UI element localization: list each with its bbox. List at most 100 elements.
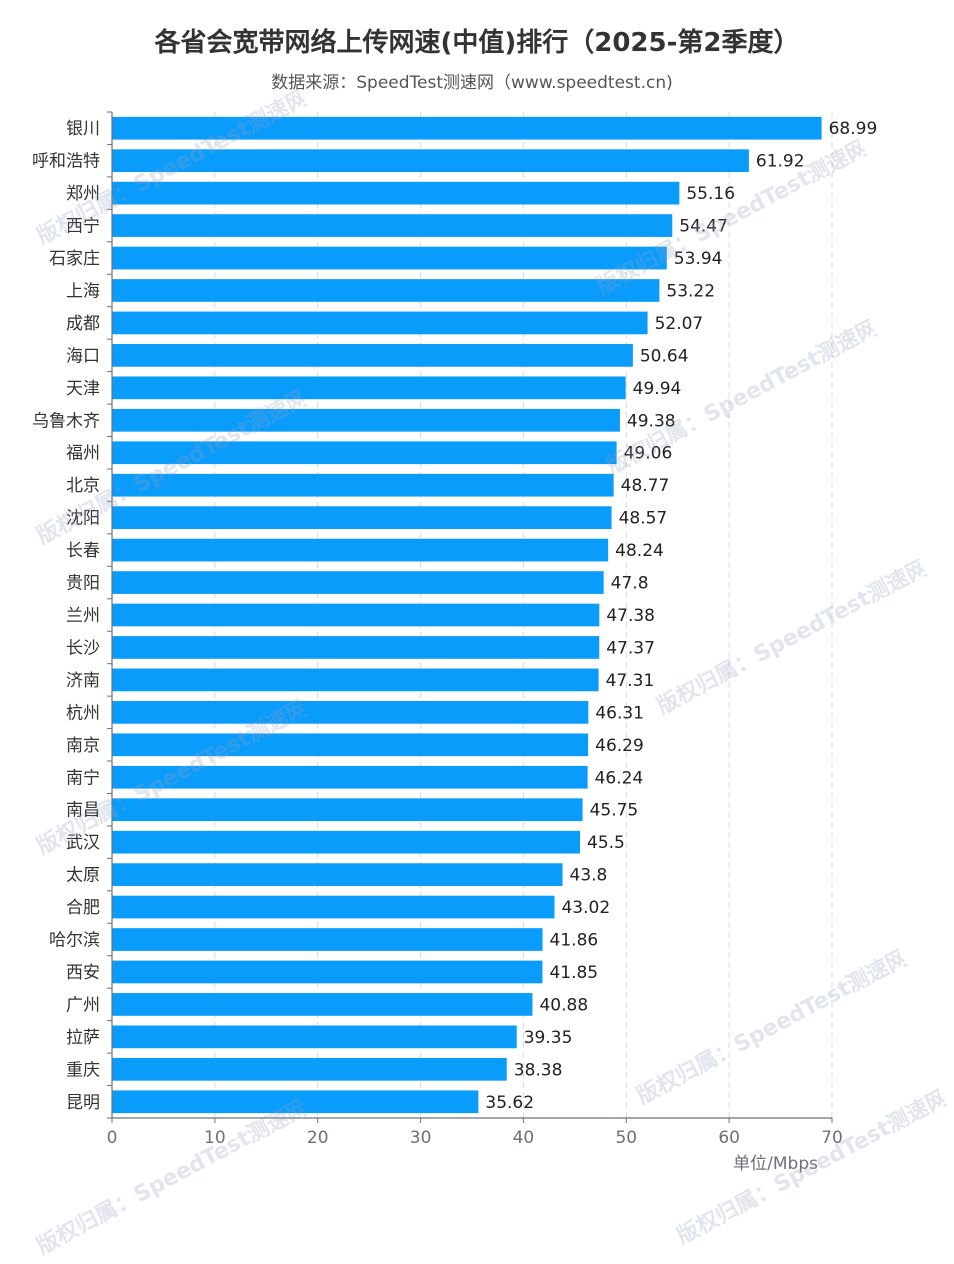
category-label: 长沙 bbox=[66, 638, 100, 658]
category-label: 武汉 bbox=[66, 833, 100, 853]
bar bbox=[112, 376, 626, 400]
value-label: 47.31 bbox=[606, 671, 655, 691]
bar bbox=[112, 214, 673, 237]
bar bbox=[112, 149, 749, 173]
bar bbox=[112, 311, 648, 335]
bar bbox=[112, 344, 633, 367]
bar bbox=[112, 181, 680, 205]
value-label: 46.31 bbox=[595, 703, 644, 723]
category-label: 广州 bbox=[66, 995, 100, 1015]
bar bbox=[112, 863, 563, 886]
bar bbox=[112, 571, 604, 594]
value-label: 49.06 bbox=[624, 444, 673, 464]
value-label: 54.47 bbox=[679, 217, 728, 237]
category-label: 呼和浩特 bbox=[32, 152, 100, 172]
category-label: 福州 bbox=[66, 444, 100, 464]
category-label: 兰州 bbox=[66, 606, 100, 626]
bar bbox=[112, 473, 614, 497]
category-label: 杭州 bbox=[66, 703, 100, 723]
value-label: 61.92 bbox=[756, 152, 805, 172]
bar bbox=[112, 603, 600, 627]
category-label: 长春 bbox=[66, 541, 100, 561]
category-label: 北京 bbox=[66, 476, 100, 496]
category-label: 拉萨 bbox=[66, 1028, 100, 1048]
bar bbox=[112, 441, 617, 465]
value-label: 35.62 bbox=[485, 1093, 534, 1113]
bar bbox=[112, 408, 620, 432]
category-label: 南京 bbox=[66, 736, 100, 756]
bar bbox=[112, 960, 543, 984]
category-label: 海口 bbox=[66, 346, 100, 366]
category-label: 合肥 bbox=[66, 898, 100, 918]
bar bbox=[112, 765, 588, 789]
bar bbox=[112, 1025, 517, 1049]
value-label: 48.24 bbox=[615, 541, 664, 561]
value-label: 45.75 bbox=[590, 801, 639, 821]
value-label: 47.38 bbox=[606, 606, 655, 626]
value-label: 48.77 bbox=[621, 476, 670, 496]
value-label: 55.16 bbox=[686, 184, 735, 204]
bar bbox=[112, 1057, 507, 1081]
bar bbox=[112, 733, 589, 757]
value-label: 47.37 bbox=[606, 638, 655, 658]
value-label: 43.8 bbox=[570, 866, 608, 886]
category-label: 贵阳 bbox=[66, 574, 100, 594]
value-label: 47.8 bbox=[611, 574, 649, 594]
bar bbox=[112, 830, 580, 854]
bar bbox=[112, 798, 583, 822]
category-label: 成都 bbox=[66, 314, 100, 334]
bar bbox=[112, 700, 589, 724]
x-tick-label: 30 bbox=[410, 1128, 432, 1148]
category-label: 西安 bbox=[66, 963, 100, 983]
bar bbox=[112, 895, 555, 919]
value-label: 68.99 bbox=[829, 119, 878, 139]
x-tick-label: 70 bbox=[821, 1128, 843, 1148]
value-label: 49.94 bbox=[633, 379, 682, 399]
value-label: 50.64 bbox=[640, 346, 689, 366]
category-label: 哈尔滨 bbox=[49, 931, 100, 951]
bar bbox=[112, 993, 533, 1016]
chart-title: 各省会宽带网络上传网速(中值)排行（2025-第2季度） bbox=[154, 28, 800, 58]
x-tick-label: 40 bbox=[513, 1128, 535, 1148]
value-label: 45.5 bbox=[587, 833, 625, 853]
category-label: 太原 bbox=[66, 866, 100, 886]
chart-subtitle: 数据来源：SpeedTest测速网（www.speedtest.cn) bbox=[271, 73, 673, 93]
bar bbox=[112, 246, 667, 270]
category-label: 上海 bbox=[66, 281, 100, 301]
bar bbox=[112, 928, 543, 951]
x-axis-title: 单位/Mbps bbox=[733, 1154, 818, 1174]
category-label: 南昌 bbox=[66, 801, 100, 821]
x-tick-label: 60 bbox=[718, 1128, 740, 1148]
bar bbox=[112, 668, 599, 692]
value-label: 40.88 bbox=[539, 995, 588, 1015]
value-label: 38.38 bbox=[514, 1060, 563, 1080]
value-label: 41.86 bbox=[550, 931, 599, 951]
x-tick-label: 0 bbox=[107, 1128, 118, 1148]
x-tick-label: 20 bbox=[307, 1128, 329, 1148]
value-label: 43.02 bbox=[561, 898, 610, 918]
x-tick-label: 10 bbox=[204, 1128, 226, 1148]
category-label: 西宁 bbox=[66, 217, 100, 237]
value-label: 39.35 bbox=[524, 1028, 573, 1048]
bar bbox=[112, 279, 660, 302]
category-label: 天津 bbox=[66, 379, 100, 399]
category-label: 重庆 bbox=[66, 1060, 100, 1080]
x-tick-label: 50 bbox=[615, 1128, 637, 1148]
category-label: 乌鲁木齐 bbox=[32, 411, 100, 431]
value-label: 49.38 bbox=[627, 411, 676, 431]
bar bbox=[112, 116, 822, 140]
category-label: 沈阳 bbox=[66, 509, 100, 529]
value-label: 53.94 bbox=[674, 249, 723, 269]
category-label: 郑州 bbox=[66, 184, 100, 204]
category-label: 石家庄 bbox=[49, 249, 100, 269]
bar bbox=[112, 1090, 479, 1114]
value-label: 53.22 bbox=[666, 281, 715, 301]
value-label: 48.57 bbox=[619, 509, 668, 529]
bar bbox=[112, 506, 612, 530]
bar bbox=[112, 538, 609, 562]
category-label: 昆明 bbox=[66, 1093, 100, 1113]
value-label: 46.29 bbox=[595, 736, 644, 756]
bar bbox=[112, 636, 600, 659]
value-label: 46.24 bbox=[595, 768, 644, 788]
